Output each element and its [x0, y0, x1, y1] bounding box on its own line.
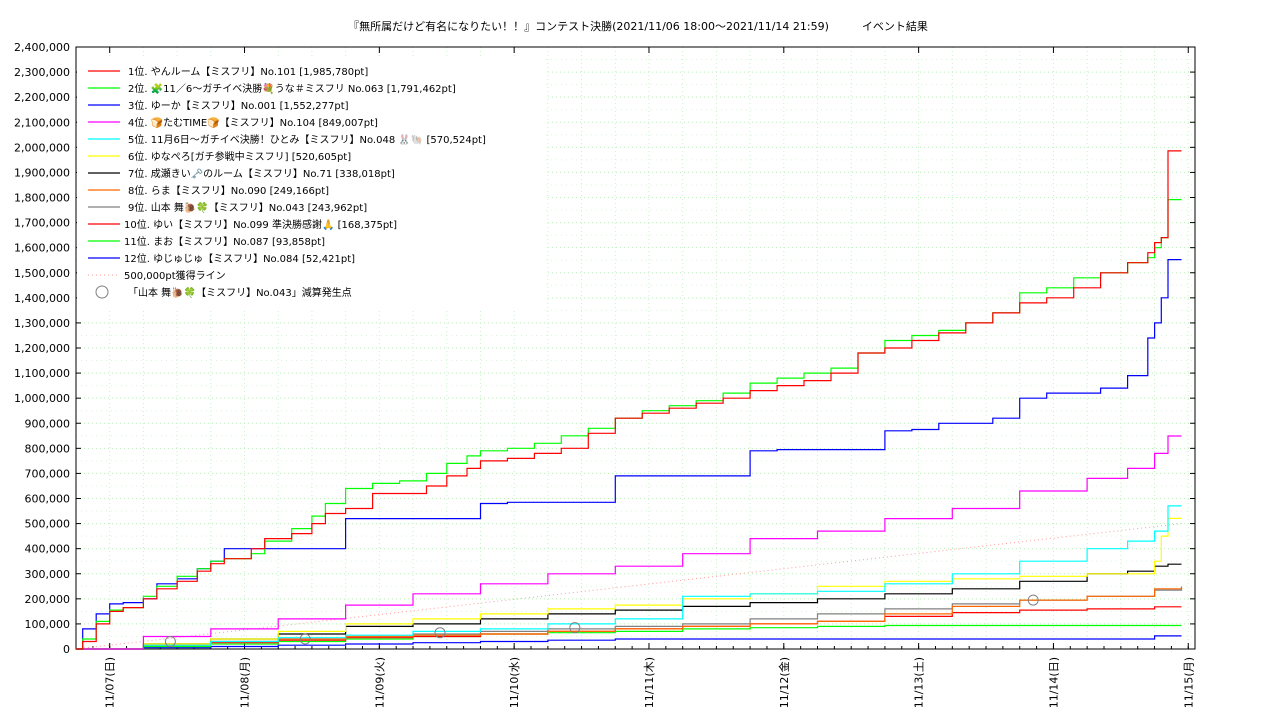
drop-marker — [299, 633, 311, 645]
y-tick-label: 1,800,000 — [14, 192, 70, 205]
drop-marker — [434, 627, 446, 639]
y-tick-label: 2,100,000 — [14, 116, 70, 129]
y-tick-label: 2,300,000 — [14, 66, 70, 79]
y-tick-label: 900,000 — [25, 417, 71, 430]
axes-layer: 0 100,000 200,000 300,000 400,000 500,000 600,… — [14, 41, 1196, 708]
reference-line-layer — [75, 523, 1182, 650]
y-tick-label: 1,700,000 — [14, 217, 70, 230]
series-line — [76, 199, 1182, 650]
y-tick-label: 600,000 — [25, 493, 71, 506]
y-tick-label: 2,400,000 — [14, 41, 70, 54]
series-line — [76, 150, 1182, 650]
drop-marker — [1027, 594, 1039, 606]
legend-entry-marker: 「山本 舞🐌🍀【ミスフリ】No.043」減算発生点 — [128, 286, 352, 299]
y-tick-label: 700,000 — [25, 467, 71, 480]
series-layer — [76, 150, 1183, 650]
y-tick-label: 200,000 — [25, 593, 71, 606]
y-tick-label: 300,000 — [25, 568, 71, 581]
legend-box — [77, 59, 545, 311]
series-line — [76, 505, 1182, 650]
y-tick-label: 1,500,000 — [14, 267, 70, 280]
y-tick-label: 0 — [63, 643, 70, 656]
legend-entry: 12位. ゆじゅじゅ【ミスフリ】No.084 [52,421pt] — [124, 252, 355, 265]
series-line — [76, 259, 1182, 650]
legend-entry: 6位. ゆなぺろ[ガチ参戦中ミスフリ] [520,605pt] — [128, 150, 351, 163]
legend-entry: 10位. ゆい【ミスフリ】No.099 準決勝感謝🙏 [168,375pt] — [124, 218, 397, 231]
x-tick-label: 11/15(月) — [1182, 657, 1195, 708]
y-tick-label: 1,300,000 — [14, 317, 70, 330]
y-tick-label: 2,200,000 — [14, 91, 70, 104]
series-line — [76, 606, 1182, 650]
y-tick-label: 1,400,000 — [14, 292, 70, 305]
legend-entry: 3位. ゆーか【ミスフリ】No.001 [1,552,277pt] — [128, 99, 349, 112]
x-tick-label: 11/13(土) — [913, 657, 926, 708]
reference-line — [75, 523, 1182, 650]
legend-entry: 5位. 11月6日～ガチイベ決勝！ひとみ【ミスフリ】No.048 🐰🐚 [570… — [128, 133, 486, 146]
y-tick-label: 400,000 — [25, 543, 71, 556]
chart-title: 『無所属だけど有名になりたい！！』コンテスト決勝(2021/11/06 18:0… — [348, 19, 928, 33]
x-tick-label: 11/07(日) — [104, 657, 117, 708]
y-tick-label: 1,200,000 — [14, 342, 70, 355]
y-tick-label: 1,900,000 — [14, 166, 70, 179]
y-tick-label: 1,600,000 — [14, 242, 70, 255]
x-tick-label: 11/08(月) — [239, 657, 252, 708]
series-line — [76, 517, 1182, 650]
y-tick-label: 800,000 — [25, 442, 71, 455]
legend-entry: 4位. 🍞たむTIME🍞【ミスフリ】No.104 [849,007pt] — [128, 116, 378, 129]
legend-entry-reference: 500,000pt獲得ライン — [124, 269, 226, 282]
legend-swatch-marker — [95, 285, 109, 299]
y-tick-label: 1,100,000 — [14, 367, 70, 380]
x-tick-label: 11/09(火) — [373, 657, 386, 708]
legend-entry: 1位. やんルーム【ミスフリ】No.101 [1,985,780pt] — [128, 65, 368, 78]
x-tick-label: 11/14(日) — [1047, 657, 1060, 708]
series-line — [76, 435, 1182, 650]
legend-entry: 2位. 🧩11／6～ガチイベ決勝💐うな＃ミスフリ No.063 [1,791,4… — [128, 82, 456, 95]
y-tick-label: 2,000,000 — [14, 141, 70, 154]
legend-entry: 9位. 山本 舞🐌🍀【ミスフリ】No.043 [243,962pt] — [128, 201, 367, 214]
y-tick-label: 1,000,000 — [14, 392, 70, 405]
x-tick-label: 11/11(木) — [643, 657, 656, 708]
y-tick-label: 100,000 — [25, 618, 71, 631]
legend-entry: 7位. 成瀬きい🗝️のルーム【ミスフリ】No.71 [338,018pt] — [128, 167, 395, 180]
drop-marker — [164, 635, 176, 647]
legend-entry: 11位. まお【ミスフリ】No.087 [93,858pt] — [124, 235, 325, 248]
series-line — [76, 586, 1183, 650]
drop-marker — [569, 622, 581, 634]
legend: 1位. やんルーム【ミスフリ】No.101 [1,985,780pt] 2位. 🧩… — [77, 59, 545, 311]
x-tick-label: 11/10(水) — [508, 657, 521, 708]
legend-entry: 8位. らま【ミスフリ】No.090 [249,166pt] — [128, 184, 329, 197]
x-tick-label: 11/12(金) — [777, 657, 791, 708]
y-tick-label: 500,000 — [25, 518, 71, 531]
marker-layer — [164, 594, 1039, 647]
